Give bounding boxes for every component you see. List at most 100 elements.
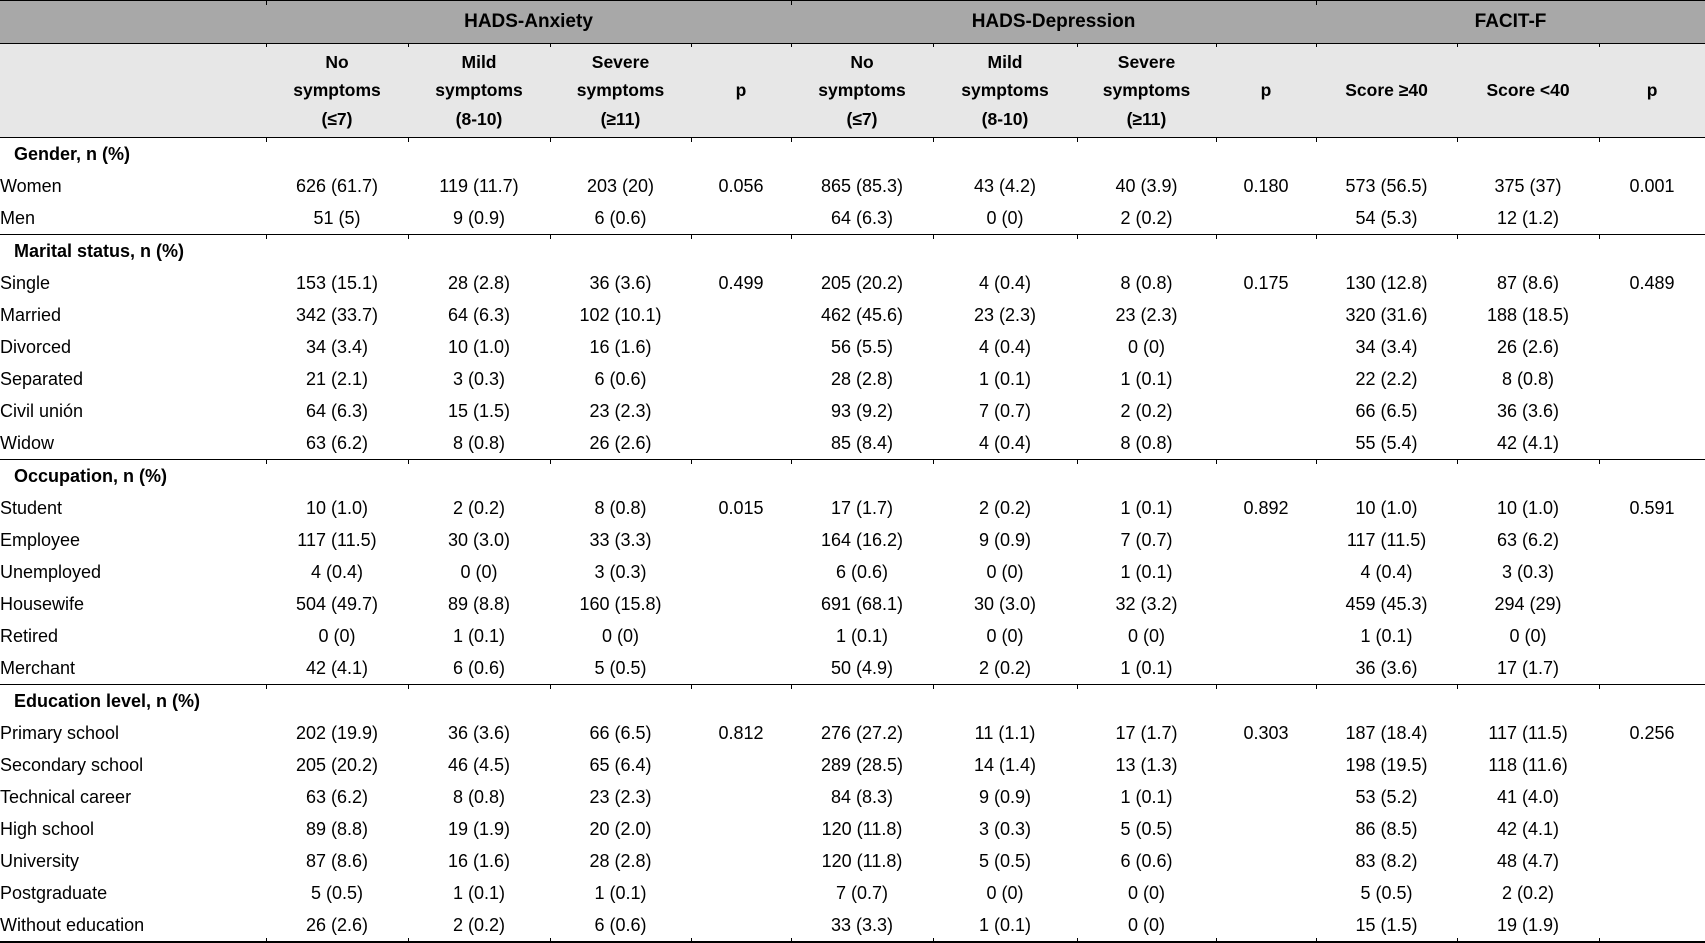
- table-row: Unemployed 4 (0.4) 0 (0) 3 (0.3) 6 (0.6) 0 (0…: [0, 556, 1705, 588]
- p-value-cell: [1216, 781, 1317, 813]
- section-spacer-cell: [933, 684, 1077, 717]
- data-cell: 188 (18.5): [1457, 299, 1600, 331]
- row-label-header-cell: [0, 43, 266, 138]
- section-spacer-cell: [266, 234, 408, 267]
- data-cell: 1 (0.1): [933, 363, 1077, 395]
- section-spacer-cell: [1457, 137, 1600, 170]
- data-cell: 5 (0.5): [550, 652, 691, 685]
- section-spacer-cell: [791, 234, 933, 267]
- data-cell: 43 (4.2): [933, 170, 1077, 202]
- data-cell: 48 (4.7): [1457, 845, 1600, 877]
- p-value-cell: [1599, 331, 1705, 363]
- data-cell: 8 (0.8): [1457, 363, 1600, 395]
- p-value-cell: 0.056: [691, 170, 791, 202]
- data-cell: 7 (0.7): [1077, 524, 1216, 556]
- data-cell: 120 (11.8): [791, 845, 933, 877]
- p-value-cell: [1216, 620, 1317, 652]
- row-label: Divorced: [0, 331, 266, 363]
- data-cell: 89 (8.8): [266, 813, 408, 845]
- data-cell: 23 (2.3): [933, 299, 1077, 331]
- data-cell: 1 (0.1): [933, 909, 1077, 943]
- p-value-cell: [1216, 524, 1317, 556]
- data-cell: 6 (0.6): [550, 202, 691, 235]
- data-cell: 2 (0.2): [933, 492, 1077, 524]
- section-spacer-cell: [1599, 684, 1705, 717]
- row-label: University: [0, 845, 266, 877]
- p-value-cell: 0.001: [1599, 170, 1705, 202]
- p-value-cell: [1216, 395, 1317, 427]
- p-value-cell: [1599, 556, 1705, 588]
- data-cell: 160 (15.8): [550, 588, 691, 620]
- data-cell: 5 (0.5): [1077, 813, 1216, 845]
- column-header: No symptoms (≤7): [791, 43, 933, 138]
- section-spacer-cell: [1316, 137, 1458, 170]
- data-cell: 276 (27.2): [791, 717, 933, 749]
- p-value-cell: [691, 781, 791, 813]
- data-cell: 2 (0.2): [408, 492, 550, 524]
- section-spacer-cell: [1077, 684, 1216, 717]
- table-row: Retired 0 (0) 1 (0.1) 0 (0) 1 (0.1) 0 (0) 0 (0…: [0, 620, 1705, 652]
- data-cell: 17 (1.7): [791, 492, 933, 524]
- row-label: Separated: [0, 363, 266, 395]
- data-cell: 15 (1.5): [1316, 909, 1458, 943]
- table-row: High school 89 (8.8) 19 (1.9) 20 (2.0) 120 (…: [0, 813, 1705, 845]
- data-cell: 10 (1.0): [266, 492, 408, 524]
- p-value-cell: [691, 395, 791, 427]
- data-cell: 117 (11.5): [1316, 524, 1458, 556]
- data-cell: 36 (3.6): [408, 717, 550, 749]
- data-cell: 19 (1.9): [1457, 909, 1600, 943]
- data-cell: 53 (5.2): [1316, 781, 1458, 813]
- table-row: Postgraduate 5 (0.5) 1 (0.1) 1 (0.1) 7 (0.7)…: [0, 877, 1705, 909]
- row-label: Secondary school: [0, 749, 266, 781]
- table-row: Primary school 202 (19.9) 36 (3.6) 66 (6.5)…: [0, 717, 1705, 749]
- p-value-cell: [1599, 524, 1705, 556]
- p-value-cell: [691, 813, 791, 845]
- data-cell: 1 (0.1): [1077, 781, 1216, 813]
- data-cell: 202 (19.9): [266, 717, 408, 749]
- column-header: Severe symptoms (≥11): [1077, 43, 1216, 138]
- data-cell: 0 (0): [1077, 620, 1216, 652]
- data-cell: 11 (1.1): [933, 717, 1077, 749]
- row-label: Employee: [0, 524, 266, 556]
- table-row: Married 342 (33.7) 64 (6.3) 102 (10.1) 462 (…: [0, 299, 1705, 331]
- data-cell: 10 (1.0): [408, 331, 550, 363]
- p-value-cell: [1599, 202, 1705, 235]
- section-spacer-cell: [1216, 234, 1317, 267]
- p-value-cell: [691, 620, 791, 652]
- section-spacer-cell: [933, 234, 1077, 267]
- row-label: Student: [0, 492, 266, 524]
- table-body: Gender, n (%) Women 626 (61.7) 119 (11.7) 20…: [0, 137, 1705, 943]
- p-value-cell: 0.499: [691, 267, 791, 299]
- data-cell: 2 (0.2): [408, 909, 550, 943]
- p-value-cell: [1216, 588, 1317, 620]
- section-spacer-cell: [1316, 459, 1458, 492]
- section-spacer-cell: [1457, 684, 1600, 717]
- data-cell: 0 (0): [933, 202, 1077, 235]
- data-cell: 32 (3.2): [1077, 588, 1216, 620]
- data-cell: 12 (1.2): [1457, 202, 1600, 235]
- data-cell: 130 (12.8): [1316, 267, 1458, 299]
- data-cell: 7 (0.7): [791, 877, 933, 909]
- p-value-cell: 0.256: [1599, 717, 1705, 749]
- p-value-cell: 0.175: [1216, 267, 1317, 299]
- column-header: No symptoms (≤7): [266, 43, 408, 138]
- table-row: Widow 63 (6.2) 8 (0.8) 26 (2.6) 85 (8.4) 4 (0…: [0, 427, 1705, 460]
- data-cell: 16 (1.6): [550, 331, 691, 363]
- data-cell: 19 (1.9): [408, 813, 550, 845]
- table-row: Technical career 63 (6.2) 8 (0.8) 23 (2.3) 8…: [0, 781, 1705, 813]
- data-cell: 117 (11.5): [266, 524, 408, 556]
- table-row: Civil unión 64 (6.3) 15 (1.5) 23 (2.3) 93 (9…: [0, 395, 1705, 427]
- data-cell: 42 (4.1): [1457, 427, 1600, 460]
- data-cell: 1 (0.1): [1077, 492, 1216, 524]
- section-spacer-cell: [791, 459, 933, 492]
- data-cell: 0 (0): [933, 620, 1077, 652]
- data-cell: 375 (37): [1457, 170, 1600, 202]
- p-value-cell: [691, 299, 791, 331]
- p-value-cell: [1216, 749, 1317, 781]
- p-value-cell: [691, 331, 791, 363]
- data-cell: 13 (1.3): [1077, 749, 1216, 781]
- data-cell: 626 (61.7): [266, 170, 408, 202]
- data-cell: 289 (28.5): [791, 749, 933, 781]
- data-cell: 1 (0.1): [550, 877, 691, 909]
